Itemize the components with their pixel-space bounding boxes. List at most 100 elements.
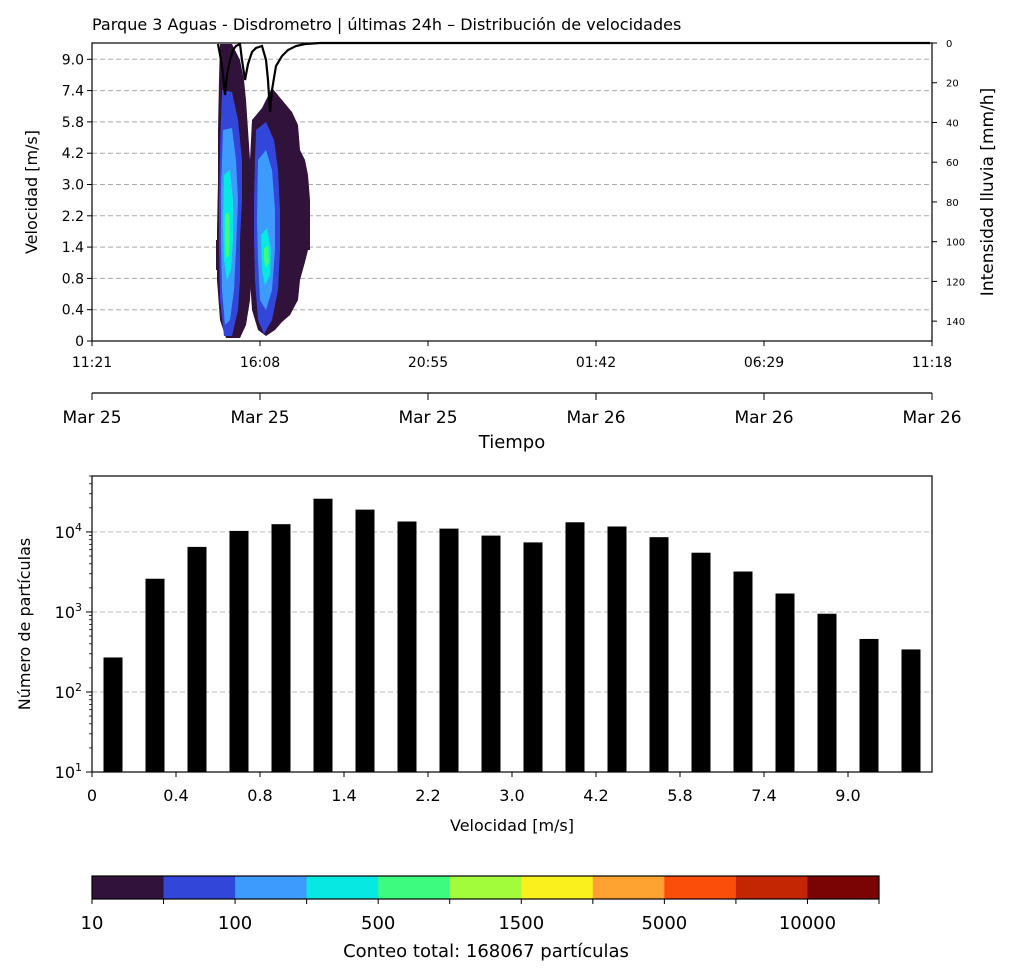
bar: [691, 552, 711, 772]
heatmap-secondary-y-tick-label: 80: [946, 198, 959, 209]
heatmap-x-date-tick-label: Mar 25: [230, 408, 289, 428]
bar-x-tick-label: 7.4: [751, 786, 776, 805]
heatmap-x-date-ticks: Mar 25 Mar 25 Mar 25 Mar 26 Mar 26 Mar 26: [62, 393, 962, 428]
bar-y-tick-label: 103: [55, 601, 82, 622]
bar: [901, 649, 921, 772]
bar-x-ticks: 0 0.4 0.8 1.4 2.2 3.0 4.2 5.8 7.4 9.0: [87, 772, 861, 805]
colorbar-swatch: [664, 876, 737, 899]
colorbar-tick-label: 1500: [498, 913, 544, 934]
heatmap-x-date-tick-label: Mar 26: [566, 408, 625, 428]
heatmap-secondary-y-tick-label: 0: [946, 39, 952, 50]
colorbar-swatch: [592, 876, 665, 899]
heatmap-y-tick-label: 1.4: [62, 240, 84, 256]
heat-cell-period2-green: [264, 246, 269, 268]
bar-x-tick-label: 3.0: [499, 786, 524, 805]
heatmap-secondary-y-ticks: 0 20 40 60 80 100 120 140: [932, 39, 965, 328]
colorbar-frame: [91, 875, 880, 900]
bar-x-label: Velocidad [m/s]: [450, 816, 574, 835]
heatmap-x-time-tick-label: 16:08: [240, 355, 280, 371]
bar-x-tick-label: 5.8: [667, 786, 692, 805]
heatmap-x-time-tick-label: 20:55: [408, 355, 448, 371]
bar-x-tick-label: 1.4: [331, 786, 356, 805]
heatmap-x-date-tick-label: Mar 25: [62, 408, 121, 428]
bar-x-tick-label: 9.0: [835, 786, 860, 805]
heatmap-secondary-y-tick-label: 40: [946, 118, 959, 129]
colorbar-tick-label: 10: [81, 913, 104, 934]
bar: [439, 528, 459, 772]
colorbar-swatch: [449, 876, 522, 899]
heat-cell-scatter: [216, 240, 219, 270]
bar-y-tick-label: 102: [55, 681, 82, 702]
bar-y-tick-label: 104: [55, 521, 82, 542]
bar: [229, 530, 249, 772]
colorbar-swatch: [235, 876, 308, 899]
bar-series: [103, 498, 921, 772]
heatmap-x-date-tick-label: Mar 25: [398, 408, 457, 428]
heatmap-x-time-tick-label: 11:21: [72, 355, 112, 371]
bar: [817, 613, 837, 772]
bar: [523, 542, 543, 772]
heatmap-y-tick-label: 0.8: [62, 271, 84, 287]
heatmap-y-tick-label: 9.0: [62, 52, 84, 68]
heatmap-y-tick-label: 4.2: [62, 146, 84, 162]
colorbar-tick-label: 500: [361, 913, 395, 934]
heatmap-y-label: Velocidad [m/s]: [22, 130, 41, 254]
bar-x-tick-label: 0.8: [247, 786, 272, 805]
heatmap-axes-frame: [91, 42, 933, 342]
bar: [649, 537, 669, 772]
heatmap-y-tick-label: 0.4: [62, 303, 84, 319]
colorbar-tick-label: 100: [218, 913, 252, 934]
colorbar-swatch: [521, 876, 594, 899]
colorbar-swatch: [306, 876, 379, 899]
heatmap-secondary-y-tick-label: 20: [946, 79, 959, 90]
heatmap-panel: Parque 3 Aguas - Disdrometro | últimas 2…: [22, 15, 998, 453]
heatmap-x-time-ticks: 11:21 16:08 20:55 01:42 06:29 11:18: [72, 341, 952, 371]
colorbar-tick-label: 10000: [779, 913, 836, 934]
colorbar-swatch: [735, 876, 808, 899]
bar-panel: 101 102 103 104 0 0.4 0.8 1.4 2.2 3.0 4.2 5.8 7.4 9.…: [15, 475, 933, 835]
bar-x-tick-label: 0: [87, 786, 97, 805]
heatmap-title: Parque 3 Aguas - Disdrometro | últimas 2…: [92, 15, 681, 34]
bar: [733, 571, 753, 772]
bar-y-label: Número de partículas: [15, 538, 34, 711]
colorbar-swatches: [92, 876, 880, 899]
colorbar-ticks: 10 100 500 1500 5000 10000: [81, 899, 880, 934]
bar-x-tick-label: 2.2: [415, 786, 440, 805]
heatmap-x-time-tick-label: 11:18: [912, 355, 952, 371]
bar: [565, 522, 585, 772]
colorbar-swatch: [807, 876, 880, 899]
colorbar-swatch: [92, 876, 165, 899]
bar: [271, 524, 291, 772]
colorbar: 10 100 500 1500 5000 10000 Conteo total: 1680…: [81, 875, 880, 962]
bar: [103, 657, 123, 772]
heatmap-x-date-tick-label: Mar 26: [902, 408, 961, 428]
bar-x-tick-label: 4.2: [583, 786, 608, 805]
heatmap-secondary-y-tick-label: 60: [946, 158, 959, 169]
bar-gridlines: [92, 531, 932, 693]
heatmap-y-tick-label: 5.8: [62, 115, 84, 131]
heatmap-x-label: Tiempo: [478, 432, 546, 453]
bar-x-tick-label: 0.4: [163, 786, 188, 805]
bar: [775, 593, 795, 772]
heatmap-y-tick-label: 7.4: [62, 84, 84, 100]
heatmap-y-tick-label: 3.0: [62, 178, 84, 194]
bar: [355, 509, 375, 772]
colorbar-swatch: [378, 876, 451, 899]
bar-y-ticks: 101 102 103 104: [55, 475, 92, 782]
heatmap-rain-cells: [216, 44, 310, 338]
bar: [145, 578, 165, 772]
heatmap-x-time-tick-label: 01:42: [576, 355, 616, 371]
bar: [607, 526, 627, 772]
bar: [481, 535, 501, 772]
bar: [397, 521, 417, 772]
colorbar-label: Conteo total: 168067 partículas: [343, 941, 629, 962]
heatmap-secondary-y-tick-label: 140: [946, 317, 965, 328]
heatmap-secondary-y-tick-label: 120: [946, 277, 965, 288]
heat-cell-scatter: [307, 230, 310, 250]
colorbar-tick-label: 5000: [641, 913, 687, 934]
bar: [313, 498, 333, 772]
colorbar-swatch: [163, 876, 236, 899]
heatmap-y-tick-label: 2.2: [62, 209, 84, 225]
heatmap-secondary-y-label: Intensidad lluvia [mm/h]: [978, 88, 998, 296]
